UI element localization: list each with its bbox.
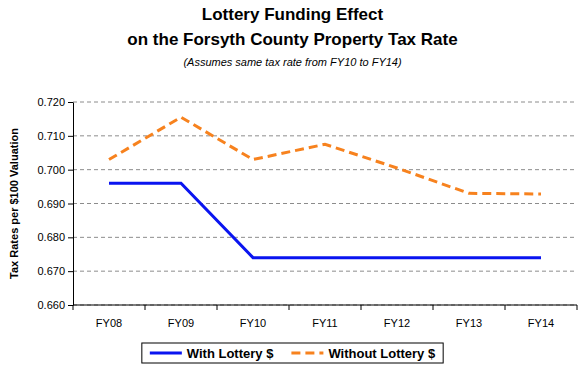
- x-tick-mark: [577, 305, 578, 310]
- x-tick-label: FY08: [96, 317, 122, 329]
- y-tick-mark: [68, 170, 73, 171]
- y-axis-line: [73, 103, 74, 306]
- x-tick-label: FY13: [456, 317, 482, 329]
- x-tick-mark: [361, 305, 362, 310]
- y-tick: 0.720: [37, 96, 73, 108]
- y-tick: 0.670: [37, 265, 73, 277]
- y-tick-label: 0.710: [37, 130, 65, 142]
- x-tick-mark: [217, 305, 218, 310]
- grid-line: [73, 237, 577, 238]
- y-tick-mark: [68, 237, 73, 238]
- lines: [109, 117, 541, 257]
- legend-swatch: [291, 352, 323, 355]
- legend-item: With Lottery $: [150, 346, 274, 361]
- x-axis-line: [73, 305, 577, 306]
- y-tick-label: 0.700: [37, 164, 65, 176]
- legend-item: Without Lottery $: [291, 346, 436, 361]
- legend-box: [142, 343, 443, 363]
- y-tick-mark: [68, 102, 73, 103]
- y-axis-title: Tax Rates per $100 Valuation: [8, 128, 20, 279]
- title: Lottery Funding Effect: [202, 5, 384, 24]
- y-tick-mark: [68, 305, 73, 306]
- grid-line: [73, 271, 577, 272]
- x-tick-label: FY12: [384, 317, 410, 329]
- x-tick-mark: [433, 305, 434, 310]
- y-tick-mark: [68, 204, 73, 205]
- y-tick-label: 0.680: [37, 231, 65, 243]
- y-tick: 0.700: [37, 164, 73, 176]
- y-tick: 0.710: [37, 130, 73, 142]
- grid: [73, 102, 577, 305]
- x-tick-label: FY11: [312, 317, 337, 329]
- y-tick-label: 0.660: [37, 299, 65, 311]
- grid-line: [73, 102, 577, 103]
- grid-line: [73, 169, 577, 170]
- subtitle: (Assumes same tax rate from FY10 to FY14…: [183, 56, 402, 68]
- y-tick-label: 0.670: [37, 265, 65, 277]
- y-tick-label: 0.720: [37, 96, 65, 108]
- x-tick-mark: [73, 305, 74, 310]
- x-tick-label: FY14: [528, 317, 554, 329]
- series-line: [109, 117, 541, 194]
- x-tick-label: FY09: [168, 317, 194, 329]
- chart: Lottery Funding Effect on the Forsyth Cou…: [0, 0, 585, 369]
- y-axis: 0.660 0.670 0.680 0.690 0.700 0.710 0.720: [37, 96, 73, 311]
- grid-line: [73, 203, 577, 204]
- x-tick-label: FY10: [240, 317, 266, 329]
- y-tick-label: 0.690: [37, 198, 65, 210]
- y-tick: 0.660: [37, 299, 73, 311]
- y-tick: 0.680: [37, 231, 73, 243]
- title: on the Forsyth County Property Tax Rate: [127, 30, 457, 49]
- x-tick-mark: [145, 305, 146, 310]
- legend-swatch: [150, 352, 182, 355]
- legend-label: With Lottery $: [187, 346, 274, 361]
- x-tick-mark: [505, 305, 506, 310]
- x-axis: FY08 FY09 FY10 FY11 FY12 FY13 FY14: [73, 305, 577, 329]
- y-tick-mark: [68, 271, 73, 272]
- grid-line: [73, 305, 577, 306]
- y-tick-mark: [68, 136, 73, 137]
- y-tick: 0.690: [37, 198, 73, 210]
- legend-label: Without Lottery $: [328, 346, 436, 361]
- legend: With Lottery $ Without Lottery $: [142, 343, 443, 363]
- x-tick-mark: [289, 305, 290, 310]
